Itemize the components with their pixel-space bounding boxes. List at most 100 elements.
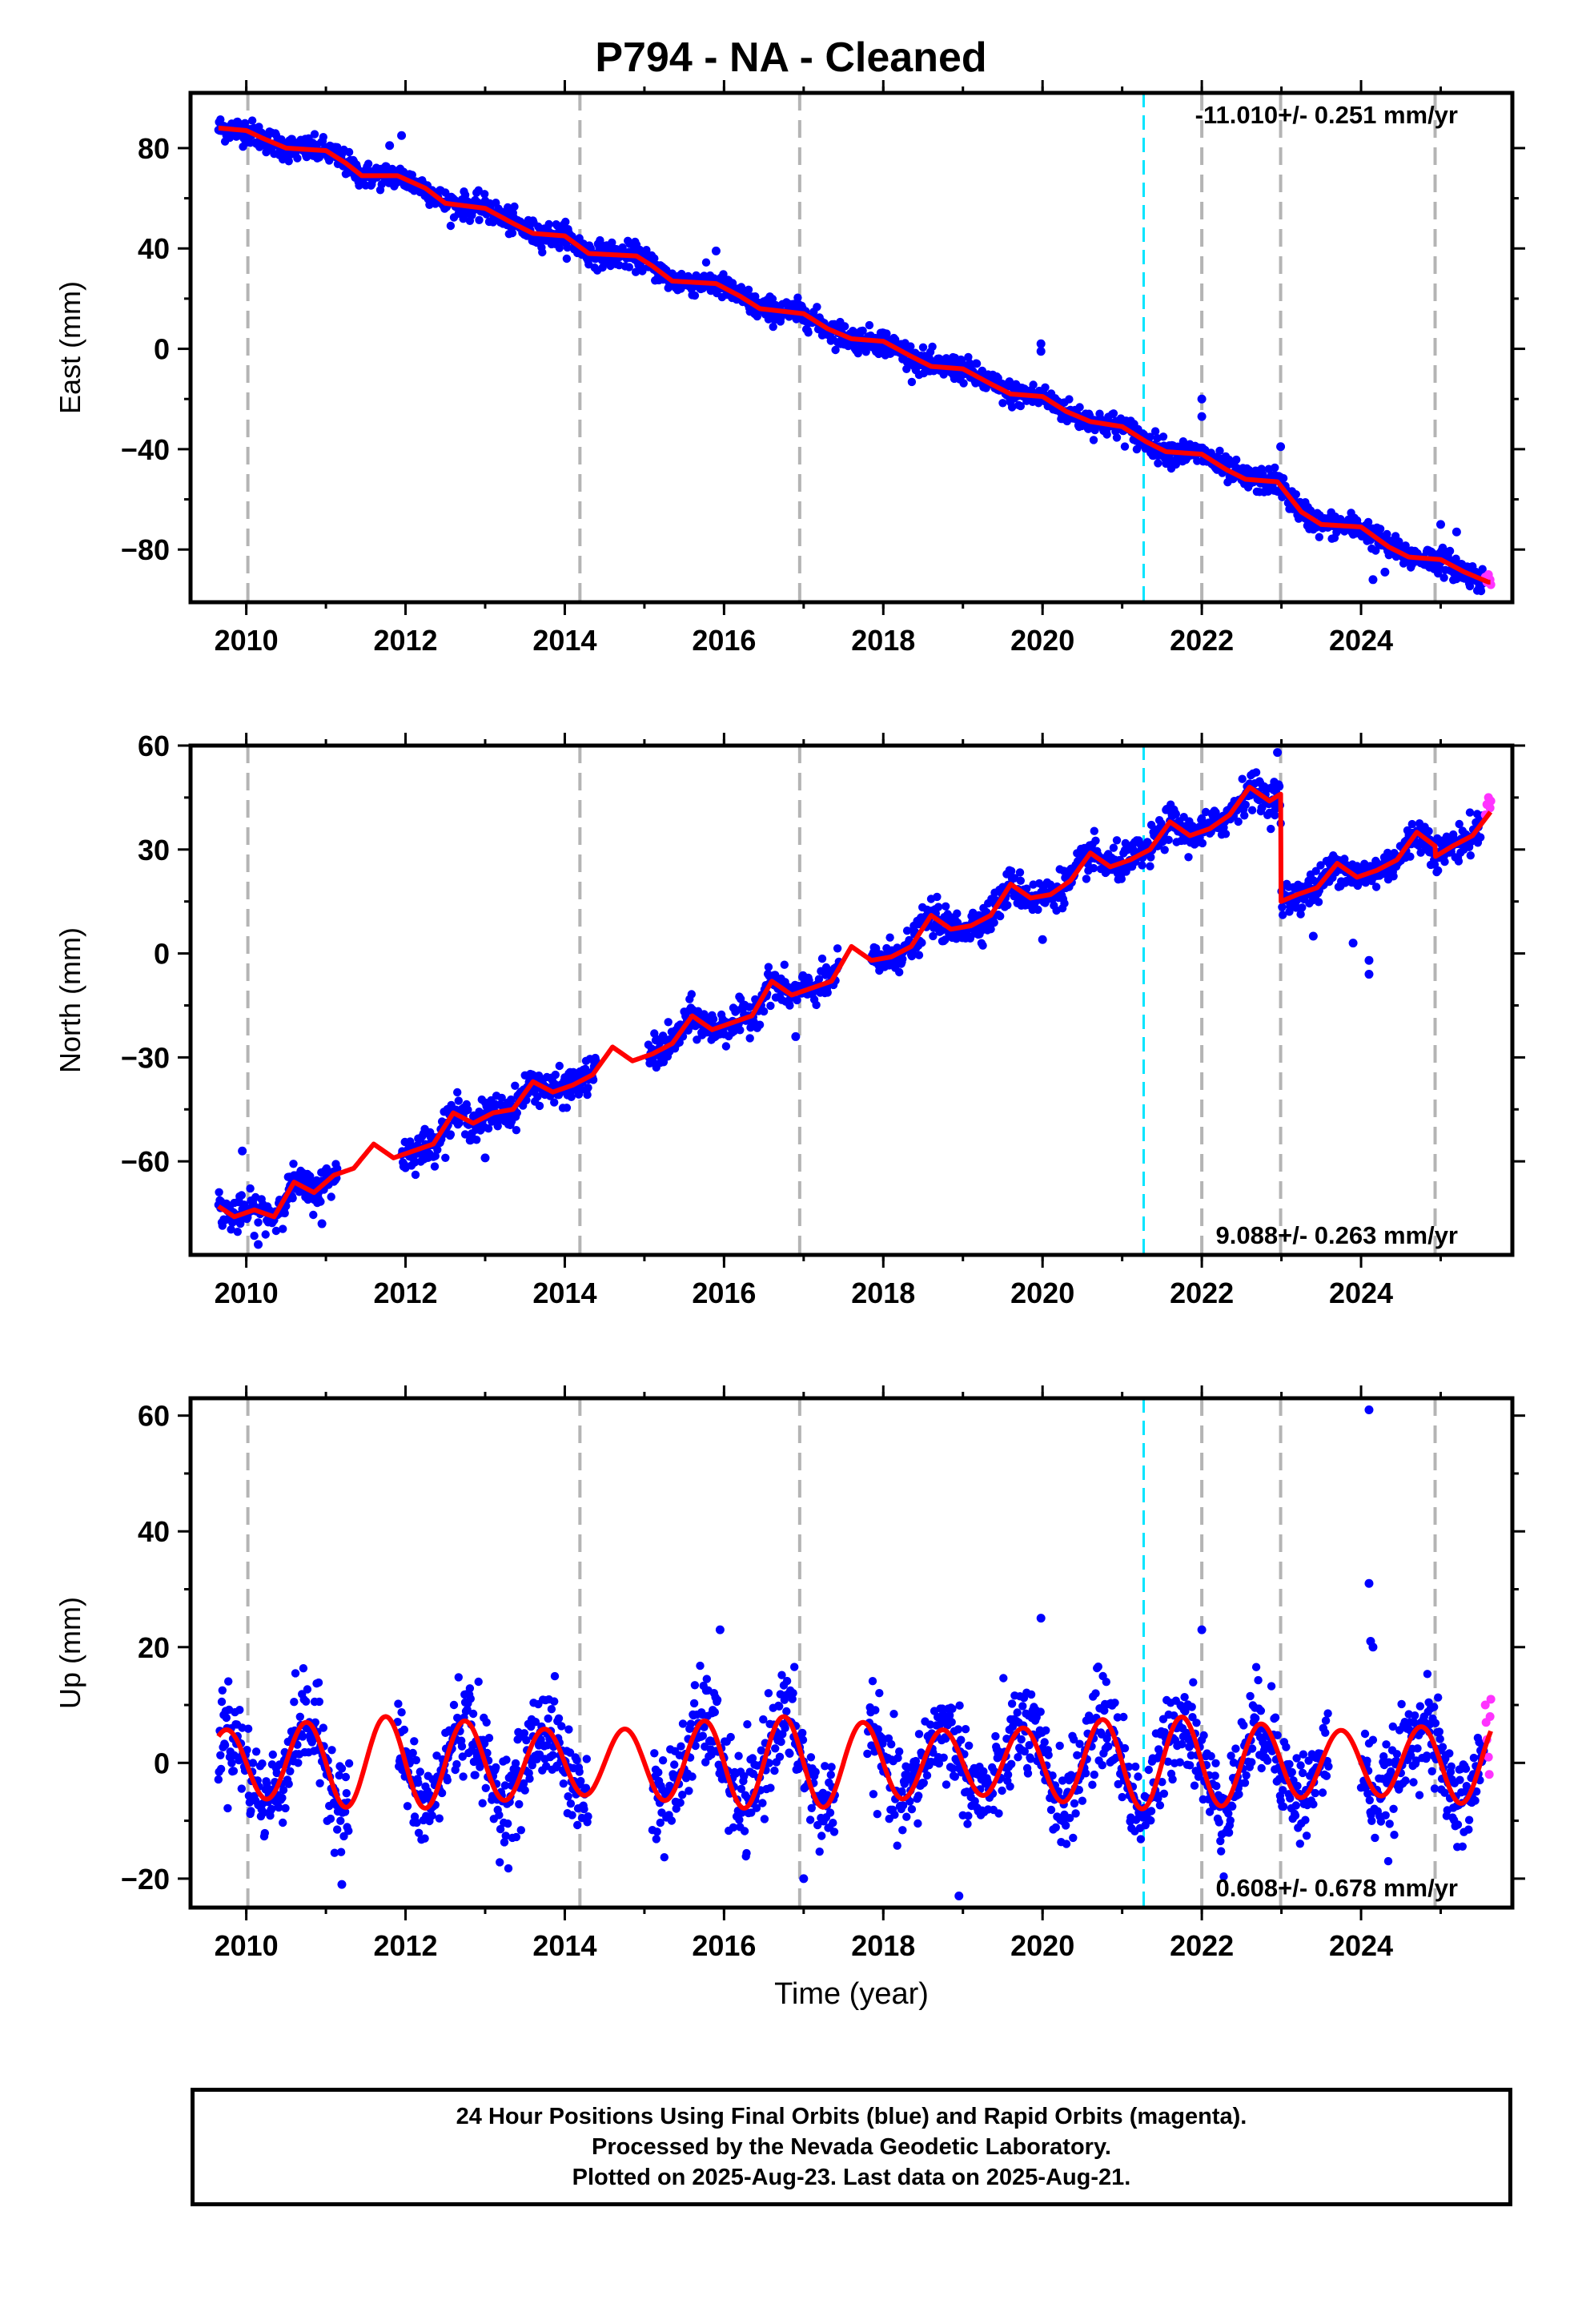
up-data-point [550,1697,559,1706]
up-data-point [291,1669,300,1678]
up-data-point [947,1718,956,1727]
east-data-point [768,295,777,304]
up-data-point [1102,1678,1111,1687]
up-data-point [420,1834,429,1843]
up-data-point [760,1815,769,1823]
east-data-point [293,154,302,163]
east-data-point [906,342,915,351]
up-data-point [871,1706,880,1715]
east-panel: 2010 2012 2014 2016 2018 2020 2022 202480400−40… [54,80,1525,657]
up-data-point [410,1737,419,1746]
up-data-point [544,1714,552,1723]
up-data-point [1098,1761,1107,1770]
up-data-point [326,1814,335,1823]
up-data-point [1120,1743,1130,1753]
up-data-point [685,1787,693,1795]
up-data-point [315,1779,324,1787]
up-data-point [829,1819,837,1827]
up-data-point [734,1751,743,1760]
east-data-point [216,115,225,124]
up-data-point [465,1684,475,1693]
east-data-point [918,343,928,352]
up-data-point [764,1689,773,1698]
up-data-point [327,1746,336,1755]
up-data-point [863,1749,872,1759]
east-data-point [247,116,257,125]
up-data-point [817,1831,826,1840]
up-data-point [454,1673,463,1682]
up-data-point [826,1771,836,1779]
up-data-point [811,1767,820,1776]
up-data-point [1104,1742,1113,1751]
up-data-point [290,1698,299,1707]
up-data-point [217,1697,227,1707]
up-data-point [243,1724,253,1733]
up-data-point [686,1719,696,1728]
up-data-point [1051,1823,1061,1832]
up-data-point [515,1799,524,1809]
up-data-point [314,1678,323,1687]
up-data-point [548,1751,557,1759]
up-data-point [942,1780,951,1789]
up-data-point [726,1732,735,1742]
up-data-point [1013,1708,1022,1717]
up-data-point [815,1848,824,1856]
up-data-point [235,1706,244,1715]
up-data-point [333,1825,342,1834]
up-data-point [1044,1751,1053,1759]
up-data-point [397,1708,406,1717]
up-data-point [1018,1702,1027,1711]
up-data-point [898,1826,907,1835]
up-data-point [482,1718,491,1727]
up-data-point [564,1792,572,1801]
up-data-point [428,1811,436,1820]
up-data-point [1003,1770,1013,1779]
up-data-point [342,1789,351,1798]
up-data-point [771,1744,780,1753]
up-data-point [667,1816,677,1825]
east-data-point [240,119,250,127]
up-data-point [492,1763,500,1772]
up-data-point [1088,1780,1097,1789]
up-data-point [319,1723,327,1732]
up-data-point [416,1767,424,1776]
up-data-point [650,1749,659,1758]
up-data-point [1069,1833,1078,1843]
up-data-point [690,1681,700,1690]
east-data-point [642,246,651,255]
up-data-point [957,1735,966,1744]
up-data-point [516,1826,525,1835]
east-data-point [769,322,777,332]
up-data-point [735,1815,744,1824]
up-data-point [496,1858,504,1867]
up-data-point [991,1731,1000,1741]
up-event-lines [246,1398,1437,1908]
up-data-point [557,1722,566,1731]
up-data-point [449,1700,459,1710]
up-data-point [1070,1799,1079,1808]
east-data-point [907,377,917,387]
up-data-point [224,1677,233,1686]
east-data-point [753,312,761,321]
east-data-point [858,326,867,336]
east-data-point [650,254,659,263]
up-data-point [573,1820,582,1830]
up-data-point [948,1704,957,1713]
east-data-point [719,270,728,279]
up-data-point [580,1804,588,1814]
up-data-point [1062,1821,1070,1830]
east-data-point [959,379,968,388]
east-data-point [631,267,640,276]
up-data-point [1023,1769,1033,1778]
up-data-point [1055,1741,1064,1751]
up-data-point [1017,1735,1026,1744]
east-data-point [751,292,760,301]
up-data-point [504,1819,512,1828]
up-data-point [789,1689,797,1698]
east-data-point [408,171,416,179]
up-data-point [895,1747,904,1756]
up-data-point [670,1760,679,1769]
east-data-point [998,399,1007,408]
east-data-point [804,328,813,337]
up-data-point [394,1699,403,1708]
